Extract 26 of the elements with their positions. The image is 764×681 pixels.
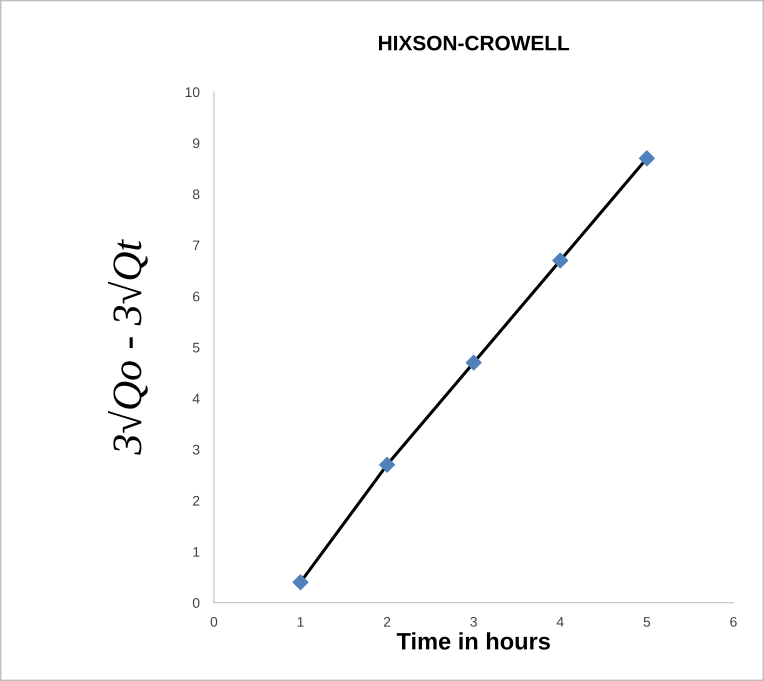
y-tick-label: 3 <box>192 444 200 455</box>
x-tick-label: 2 <box>384 616 390 627</box>
y-tick-label: 9 <box>192 138 200 148</box>
y-tick-label: 10 <box>186 87 200 98</box>
y-tick-label: 8 <box>192 189 200 200</box>
y-tick-label: 6 <box>193 292 200 302</box>
y-tick-label: 7 <box>193 240 200 250</box>
y-tick-label: 4 <box>192 394 200 404</box>
x-axis-title: Time in hours <box>396 632 550 650</box>
y-tick-label: 2 <box>193 496 200 506</box>
y-tick-label: 0 <box>192 598 200 608</box>
point <box>466 354 482 371</box>
point <box>638 150 655 166</box>
x-tick-label: 0 <box>210 616 218 627</box>
x-tick-label: 5 <box>644 617 650 627</box>
x-tick-label: 1 <box>298 617 304 627</box>
x-tick-label: 3 <box>470 616 477 627</box>
point <box>292 574 308 590</box>
point <box>552 252 568 268</box>
y-axis-title: 3√Qo - 3√Qt <box>108 239 148 455</box>
x-tick-label: 6 <box>730 616 737 627</box>
chart-title: HIXSON-CROWELL <box>379 36 570 50</box>
y-tick-label: 5 <box>192 342 200 352</box>
x-tick-label: 4 <box>556 617 564 627</box>
y-tick-label: 1 <box>193 547 200 557</box>
point <box>379 456 396 473</box>
